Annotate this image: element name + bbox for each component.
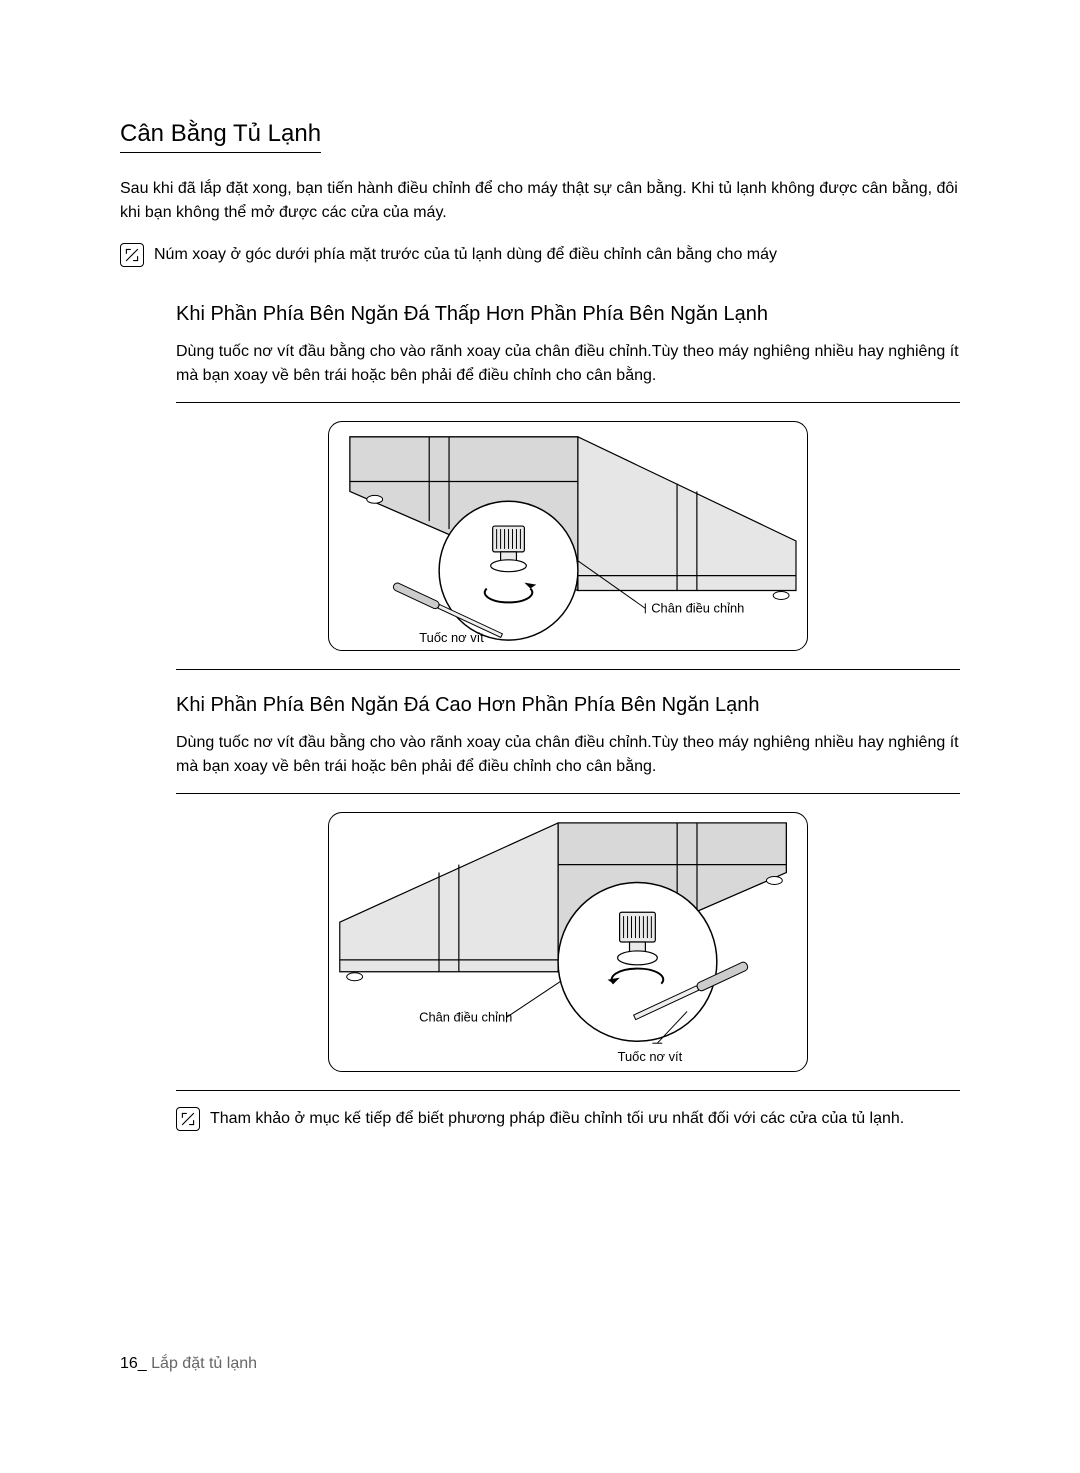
note-row-1: Núm xoay ở góc dưới phía mặt trước của t… bbox=[120, 243, 960, 267]
section-2-rule-bottom bbox=[176, 1090, 960, 1091]
footer-section-text: Lắp đặt tủ lạnh bbox=[147, 1355, 257, 1372]
page-footer: 16_ Lắp đặt tủ lạnh bbox=[120, 1355, 257, 1373]
diagram-2-label-leg: Chân điều chỉnh bbox=[419, 1009, 512, 1024]
diagram-2-svg: Chân điều chỉnh Tuốc nơ vít bbox=[329, 813, 807, 1071]
diagram-2-label-driver: Tuốc nơ vít bbox=[618, 1049, 683, 1064]
note-icon bbox=[176, 1107, 200, 1131]
section-1-body: Dùng tuốc nơ vít đầu bằng cho vào rãnh x… bbox=[176, 340, 960, 388]
diagram-2: Chân điều chỉnh Tuốc nơ vít bbox=[328, 812, 808, 1072]
section-1-rule-bottom bbox=[176, 669, 960, 670]
intro-paragraph: Sau khi đã lắp đặt xong, bạn tiến hành đ… bbox=[120, 177, 960, 225]
footer-page-number: 16_ bbox=[120, 1355, 147, 1372]
diagram-1-wrap: Chân điều chỉnh Tuốc nơ vít bbox=[176, 403, 960, 669]
note-row-2: Tham khảo ở mục kế tiếp để biết phương p… bbox=[176, 1107, 960, 1131]
section-2-title: Khi Phần Phía Bên Ngăn Đá Cao Hơn Phần P… bbox=[176, 694, 960, 717]
page-title: Cân Bằng Tủ Lạnh bbox=[120, 120, 321, 153]
page: Cân Bằng Tủ Lạnh Sau khi đã lắp đặt xong… bbox=[0, 0, 1080, 1227]
section-1: Khi Phần Phía Bên Ngăn Đá Thấp Hơn Phần … bbox=[176, 303, 960, 1131]
note-text-2: Tham khảo ở mục kế tiếp để biết phương p… bbox=[210, 1107, 904, 1131]
note-icon bbox=[120, 243, 144, 267]
note-text-1: Núm xoay ở góc dưới phía mặt trước của t… bbox=[154, 243, 777, 267]
diagram-1-svg: Chân điều chỉnh Tuốc nơ vít bbox=[329, 422, 807, 650]
diagram-1-label-driver: Tuốc nơ vít bbox=[419, 630, 484, 645]
section-2-body: Dùng tuốc nơ vít đầu bằng cho vào rãnh x… bbox=[176, 731, 960, 779]
section-1-title: Khi Phần Phía Bên Ngăn Đá Thấp Hơn Phần … bbox=[176, 303, 960, 326]
diagram-1: Chân điều chỉnh Tuốc nơ vít bbox=[328, 421, 808, 651]
diagram-1-label-leg: Chân điều chỉnh bbox=[651, 600, 744, 615]
diagram-2-wrap: Chân điều chỉnh Tuốc nơ vít bbox=[176, 794, 960, 1090]
